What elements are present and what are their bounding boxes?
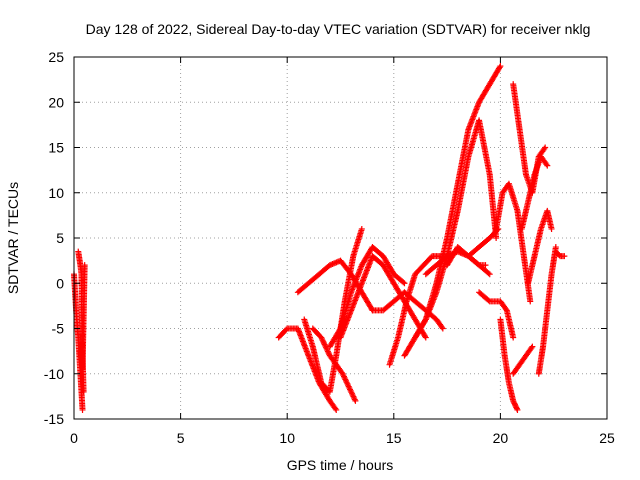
data-point [502,306,509,313]
data-point [322,344,329,351]
y-tick-label: 5 [56,230,64,246]
data-point [561,253,568,260]
series-arc-5 [326,244,408,350]
data-point [318,335,325,342]
series-arc-9 [401,63,504,359]
y-tick-label: 15 [48,140,64,156]
series-arc-17 [510,81,549,196]
data-point [323,345,330,352]
data-point [324,347,331,354]
series-arc-6 [337,253,429,341]
y-tick-label: -5 [52,321,65,337]
data-point [422,317,429,324]
data-point [548,225,555,232]
data-point [482,262,489,269]
data-point [320,340,327,347]
data-point [527,298,534,305]
axis-ticks: 0 5 10 15 20 25 -15 -10 -5 0 5 10 15 20 25 [44,49,615,446]
y-tick-label: -15 [44,411,64,427]
x-tick-label: 25 [599,430,615,446]
data-point [439,325,446,332]
x-tick-label: 20 [493,430,509,446]
data-point [543,161,550,168]
x-tick-label: 0 [70,430,78,446]
data-point [493,235,500,241]
series-arc-3 [309,325,359,404]
x-tick-label: 15 [386,430,402,446]
x-tick-label: 10 [279,430,295,446]
data-point [333,406,340,413]
data-point [474,261,481,268]
y-tick-label: -10 [44,366,64,382]
series-arc-13 [465,225,502,260]
series-arc-14 [476,289,517,341]
data-point [318,334,325,341]
plot-frame [73,56,608,420]
data-point [486,271,493,278]
data-point [321,341,328,348]
data-point [485,270,492,277]
data-point [514,406,521,413]
x-tick-label: 5 [177,430,185,446]
series-arc-21 [552,248,568,260]
series-arc-22 [510,343,536,377]
y-axis-label: SDTVAR / TECUs [5,182,21,294]
series-arc-18 [518,153,551,232]
data-point [79,406,86,413]
series-arc-early-c [77,262,88,373]
series-arc-16 [497,316,521,413]
series-arc-10 [412,117,500,341]
y-tick-label: 10 [48,185,64,201]
data-point [542,144,549,151]
data-point [541,145,548,152]
data-point [513,405,520,412]
data-point [529,343,536,350]
data-point [81,262,88,269]
data-point [544,162,551,169]
data-point [496,64,503,71]
y-tick-label: 0 [56,275,64,291]
data-point [528,344,535,351]
data-point [358,225,365,232]
data-point [497,63,504,70]
chart-title: Day 128 of 2022, Sidereal Day-to-day VTE… [86,21,591,37]
data-point [320,338,327,345]
data-point [324,348,331,355]
data-point [510,334,517,341]
data-point [401,280,408,287]
x-axis-label: GPS time / hours [287,457,394,473]
series-arc-2 [301,225,365,395]
data-point [485,297,492,304]
data-point [336,326,343,333]
data-point [352,397,359,404]
data-point [319,337,326,344]
data-point [422,333,429,340]
data-point [422,334,429,341]
data-point [80,388,87,395]
y-tick-label: 25 [48,49,64,65]
data-point [438,324,445,331]
data-point [325,349,332,356]
data-marks [71,63,568,413]
series-arc-19 [525,207,555,287]
data-point [400,279,407,286]
grid-lines [74,57,607,419]
series-arc-20 [535,244,559,377]
data-point [332,405,339,412]
data-point [322,342,329,349]
series-arc-12 [444,244,489,269]
y-tick-label: 20 [48,94,64,110]
